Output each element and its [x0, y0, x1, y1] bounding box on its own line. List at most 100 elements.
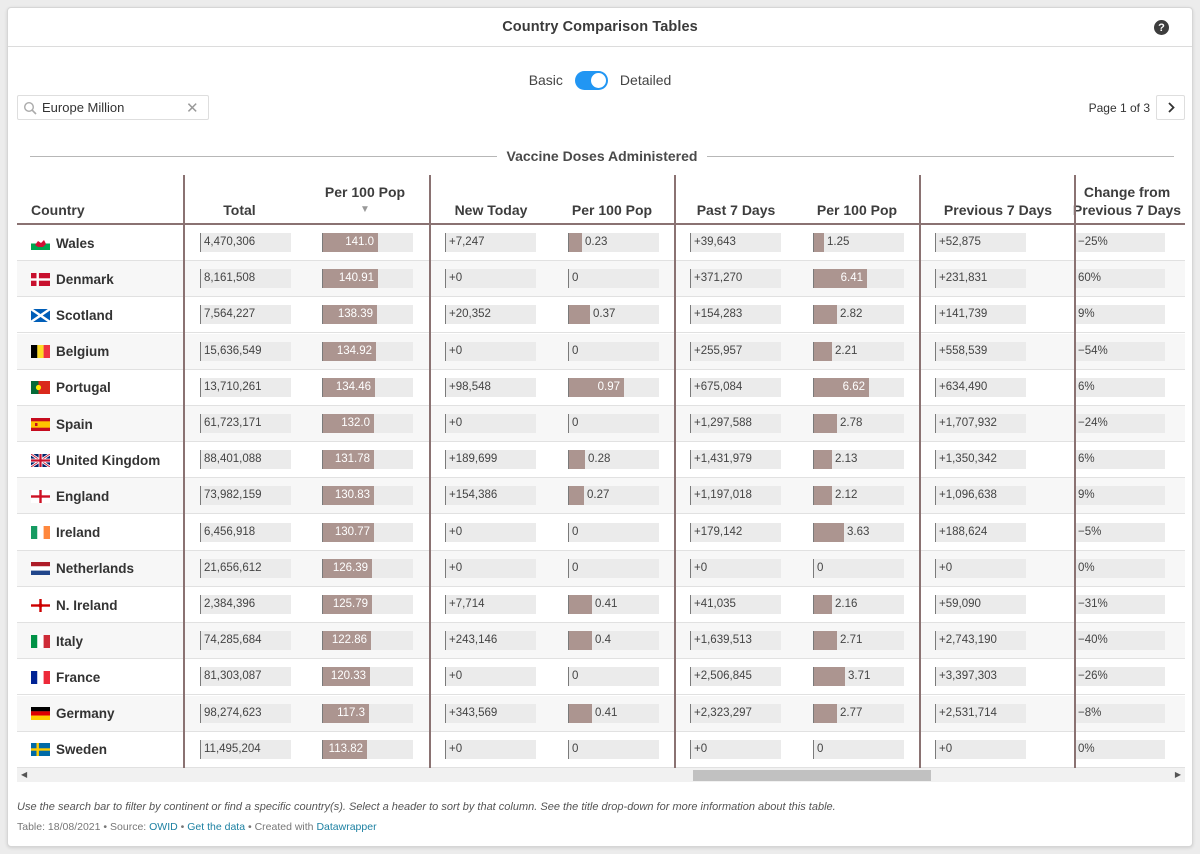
cell-value: +231,831: [939, 272, 988, 285]
value-bar: [814, 450, 832, 470]
cell-total: 81,303,087: [200, 667, 291, 687]
cell-value: +7,247: [449, 236, 485, 248]
cell-total: 4,470,306: [200, 233, 291, 252]
app-title[interactable]: Country Comparison Tables: [502, 19, 698, 35]
table-row[interactable]: Italy 74,285,684 122.86 +243,146 0.4 +1,639,5…: [17, 623, 1185, 660]
table-row[interactable]: United Kingdom 88,401,088 131.78 +189,699 0.…: [17, 442, 1185, 479]
cell-per100: 120.33: [322, 667, 413, 687]
cell-value: 81,303,087: [204, 670, 262, 683]
table-row[interactable]: France 81,303,087 120.33 +0 0 +2,506,845 3.71 +…: [17, 659, 1185, 696]
view-toggle-switch[interactable]: [574, 70, 608, 90]
cell-per100: 131.78: [322, 450, 413, 470]
table-row[interactable]: N. Ireland 2,384,396 125.79 +7,714 0.41 +41,0…: [17, 587, 1185, 623]
cell-value: +558,539: [939, 344, 988, 357]
country-cell: N. Ireland: [31, 587, 118, 623]
cell-per100: 117.3: [322, 703, 413, 723]
cell-per100_7: 6.41: [813, 269, 904, 289]
cell-value: 120.33: [330, 670, 366, 683]
cell-value: +98,548: [449, 380, 491, 393]
datawrapper-link[interactable]: Datawrapper: [316, 821, 377, 833]
cell-value: −8%: [1078, 706, 1102, 719]
cell-value: 0.41: [595, 598, 618, 610]
header-change[interactable]: Change from Previous 7 Days: [1072, 184, 1182, 218]
toggle-detailed-label[interactable]: Detailed: [619, 72, 672, 88]
table-row[interactable]: Ireland 6,456,918 130.77 +0 0 +179,142 3.63 +18…: [17, 515, 1185, 551]
cell-value: 6.41: [840, 272, 863, 285]
page-indicator: Page 1 of 3: [1088, 100, 1150, 115]
table-row[interactable]: Scotland 7,564,227 138.39 +20,352 0.37 +154,2…: [17, 297, 1185, 334]
scroll-left-icon[interactable]: ◀: [21, 770, 28, 779]
cell-per100: 125.79: [322, 595, 413, 614]
cell-value: +39,643: [694, 236, 736, 248]
table-row[interactable]: Germany 98,274,623 117.3 +343,569 0.41 +2,323…: [17, 695, 1185, 732]
source-label: Source:: [110, 821, 147, 833]
table-row[interactable]: Sweden 11,495,204 113.82 +0 0 +0 0 +0 0%: [17, 732, 1185, 768]
header-per100[interactable]: Per 100 Pop: [324, 184, 406, 200]
cell-per100_today: 0.27: [568, 486, 659, 506]
value-bar: [569, 450, 585, 470]
header-per100_today[interactable]: Per 100 Pop: [571, 202, 653, 218]
cell-value: 0.41: [595, 706, 618, 719]
table-row[interactable]: England 73,982,159 130.83 +154,386 0.27 +1,19…: [17, 478, 1185, 515]
cell-per100: 130.77: [322, 522, 413, 542]
next-page-button[interactable]: [1156, 95, 1185, 120]
table-row[interactable]: Wales 4,470,306 141.0 +7,247 0.23 +39,643 1.25…: [17, 225, 1185, 261]
flag-icon: [31, 308, 50, 322]
country-cell: Germany: [31, 696, 115, 732]
cell-change: −8%: [1074, 703, 1165, 723]
value-bar: [814, 341, 832, 361]
country-cell: Wales: [31, 225, 95, 261]
table-row[interactable]: Portugal 13,710,261 134.46 +98,548 0.97 +675,…: [17, 370, 1185, 406]
header-total[interactable]: Total: [223, 202, 256, 218]
table-row[interactable]: Denmark 8,161,508 140.91 +0 0 +371,270 6.41 +23…: [17, 261, 1185, 298]
table-row[interactable]: Netherlands 21,656,612 126.39 +0 0 +0 0 +0 0%: [17, 550, 1185, 587]
cell-value: 73,982,159: [204, 489, 262, 502]
cell-value: 0.28: [588, 453, 611, 466]
cell-total: 98,274,623: [200, 703, 291, 723]
cell-change: −25%: [1074, 233, 1165, 252]
created-label: Created with: [254, 821, 314, 833]
cell-value: +2,743,190: [939, 634, 997, 647]
help-icon[interactable]: ?: [1154, 20, 1169, 35]
horizontal-scrollbar[interactable]: ◀ ▶: [17, 768, 1185, 782]
cell-value: 2.82: [840, 308, 863, 321]
cell-total: 74,285,684: [200, 631, 291, 651]
pagination: Page 1 of 3: [1089, 95, 1185, 120]
search-input[interactable]: [42, 100, 182, 115]
toggle-basic-label[interactable]: Basic: [528, 72, 563, 88]
search-box[interactable]: ✕: [17, 95, 209, 120]
cell-new_today: +7,714: [445, 595, 536, 614]
value-bar: [814, 703, 837, 723]
view-toggle-row: Basic Detailed: [8, 69, 1192, 91]
value-bar: [323, 595, 372, 614]
value-bar: [814, 269, 867, 289]
source-link[interactable]: OWID: [149, 821, 178, 833]
table-row[interactable]: Spain 61,723,171 132.0 +0 0 +1,297,588 2.78 +1,…: [17, 406, 1185, 442]
cell-value: +0: [939, 742, 953, 755]
flag-icon: [31, 634, 50, 648]
scroll-right-icon[interactable]: ▶: [1174, 770, 1181, 779]
get-data-link[interactable]: Get the data: [187, 821, 246, 833]
cell-value: 0: [572, 417, 579, 429]
table-row[interactable]: Belgium 15,636,549 134.92 +0 0 +255,957 2.21 +5…: [17, 333, 1185, 370]
cell-value: 138.39: [337, 308, 373, 321]
value-bar: [814, 377, 869, 397]
section-title: Vaccine Doses Administered: [506, 148, 698, 164]
cell-prev7: +1,096,638: [935, 486, 1026, 506]
value-bar: [323, 522, 374, 542]
value-bar: [569, 595, 592, 614]
header-past7[interactable]: Past 7 Days: [696, 202, 776, 218]
header-country[interactable]: Country: [31, 202, 85, 218]
close-icon[interactable]: ✕: [186, 99, 199, 117]
cell-per100_today: 0: [568, 739, 659, 759]
cell-value: 6%: [1078, 380, 1095, 393]
scrollbar-thumb[interactable]: [693, 770, 931, 781]
table-card: Country Comparison Tables ? Basic Detail…: [7, 7, 1193, 847]
sort-desc-icon[interactable]: ▼: [360, 204, 370, 215]
cell-value: +371,270: [694, 272, 743, 285]
cell-per100: 134.46: [322, 377, 413, 397]
header-per100_7[interactable]: Per 100 Pop: [816, 202, 898, 218]
header-new_today[interactable]: New Today: [454, 202, 528, 218]
header-prev7[interactable]: Previous 7 Days: [943, 202, 1053, 218]
toggle-knob: [590, 72, 606, 88]
